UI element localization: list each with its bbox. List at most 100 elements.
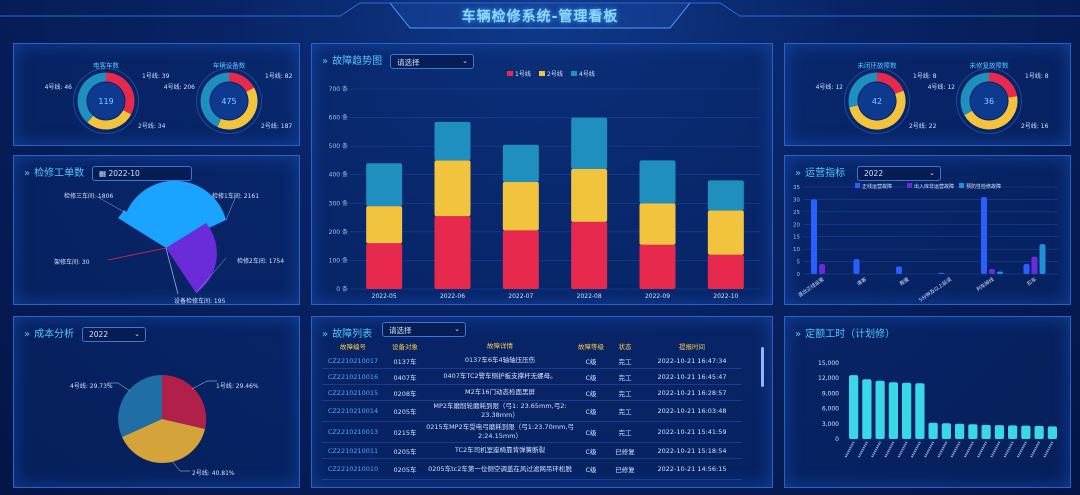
table-cell: 0407车TC2警车侧护板支撑杆无螺母。 [443, 372, 557, 380]
ops-bar [938, 272, 945, 274]
table-row[interactable]: CZ2210210017 0137车 0137车6车4轴轴压压伤 C级 完工 2022-1… [322, 353, 742, 369]
unrepaired-donut-title: 未修复故障数 [970, 61, 1010, 70]
vehicle-count-panel: 119 电客车数 1号线: 39 2号线: 34 4号线: 46 475 车辆设备数 1号线:… [13, 43, 300, 146]
table-cell: 2022-10-21 14:56:15 [657, 465, 727, 473]
table-cell: C级 [585, 429, 597, 437]
pie-label-line4: 4号线: 29.73% [70, 383, 113, 390]
trend-select[interactable]: 请选择 ⌄ [390, 54, 474, 69]
table-cell[interactable]: CZ2210210014 [327, 407, 379, 415]
table-cell[interactable]: CZ2210210015 [327, 388, 379, 397]
hours-xtick-label [871, 441, 882, 458]
table-cell: 0407车 [393, 373, 417, 382]
fault-list-select-value: 请选择 [389, 326, 412, 335]
table-cell: C级 [585, 357, 597, 366]
table-cell: 0215车MP2车受电弓磨耗到限（弓1:23.70mm,弓2:24.15mm） [426, 423, 574, 440]
table-row[interactable]: CZ2210210010 0205车 0205车tc2车第一位侧空调盖在风过滤网吊环… [322, 459, 742, 480]
hours-xtick-label [1003, 441, 1014, 458]
table-row[interactable]: CZ2210210016 0407车 0407车TC2警车侧护板支撑杆无螺母。 C级 完… [322, 369, 742, 385]
trend-xtick: 2022-07 [508, 293, 533, 300]
ops-ytick: 10 [793, 247, 800, 253]
table-cell: MP2车磨削轮磨耗到限（弓1: 23.65mm,弓2: 23.38mm） [433, 402, 567, 419]
hours-ytick: 3,000 [822, 421, 839, 428]
legend-swatch [507, 71, 513, 76]
table-cell[interactable]: CZ2210210010 [327, 465, 379, 473]
hours-bar [1047, 426, 1057, 439]
open-donut-slice-2 [848, 72, 878, 108]
table-cell[interactable]: CZ2210210013 [327, 428, 379, 436]
rose-slice-equipment [165, 247, 179, 295]
device-donut-label-line4: 4号线: 206 [164, 83, 195, 91]
ops-xtick: 5分钟及以上延误 [918, 276, 953, 304]
rose-label-workshop1: 检修1车间: 2161 [212, 193, 260, 200]
vehicle-donut-slice-2 [77, 72, 107, 123]
ops-bar [981, 196, 987, 274]
hours-bar [915, 383, 925, 439]
hours-bar [888, 382, 898, 439]
scrollbar[interactable] [761, 347, 764, 387]
open-donut-label-line4: 4号线: 12 [816, 83, 844, 91]
trend-ytick: 500 条 [329, 142, 348, 150]
hours-bar [968, 424, 978, 439]
vehicle-donuts: 119 电客车数 1号线: 39 2号线: 34 4号线: 46 475 车辆设备数 1号线:… [45, 61, 293, 134]
ops-legend-label: 出入库非运营故障 [914, 183, 954, 190]
hours-ytick: 6,000 [822, 406, 839, 413]
ops-bar [811, 199, 817, 274]
unrepaired-donut-slice-2 [960, 72, 990, 116]
hours-xtick-label [950, 441, 961, 458]
ops-bar [819, 264, 825, 274]
open-donut-ring [844, 68, 910, 134]
fault-list-select[interactable]: 请选择 ⌄ [382, 322, 466, 337]
ops-xtick: 扣车 [1026, 276, 1038, 287]
hours-xtick-label [990, 441, 1001, 458]
trend-select-value: 请选择 [397, 58, 420, 67]
pie-slice-line1 [162, 374, 207, 429]
legend-swatch [571, 71, 577, 76]
ops-ytick: 15 [793, 235, 800, 241]
trend-bar [639, 203, 676, 245]
unrepaired-donut-label-line2: 2号线: 16 [1021, 122, 1049, 130]
table-row[interactable]: CZ2210210015 0208车 M2车16门动态检面黑屏 C级 完工 2022-10… [322, 385, 742, 401]
trend-bar [639, 160, 676, 204]
vehicle-donut-slice-1 [87, 109, 132, 130]
ops-ytick: 30 [793, 197, 800, 203]
vehicle-donut-ring [73, 68, 139, 134]
hours-xtick-label [1016, 441, 1027, 458]
rose-slice-workshop3 [118, 210, 166, 248]
col-device: 设备对象 [392, 343, 418, 351]
ops-legend-label: 预防性检修故障 [966, 183, 1001, 190]
repair-date-picker[interactable]: ▦ 2022-10 [92, 166, 192, 181]
table-row[interactable]: CZ2210210011 0205车 TC2车司机室座椅靠背弹簧断裂 C级 已修复 202… [322, 443, 742, 459]
quota-hours-panel: 定额工时（计划修） 15,000 12,000 9,000 6,000 3,000 0 [784, 316, 1071, 488]
unrepaired-donut-label-line1: 1号线: 8 [1025, 72, 1049, 80]
table-cell[interactable]: CZ2210210011 [327, 446, 379, 455]
open-fault-panel: 42 未闭环故障数 1号线: 8 2号线: 22 4号线: 12 36 未修复故障数 1号线:… [784, 43, 1071, 146]
table-row[interactable]: CZ2210210014 0205车 MP2车磨削轮磨耗到限（弓1: 23.65mm… [322, 401, 742, 422]
legend-swatch [539, 71, 545, 76]
table-cell: 完工 [618, 429, 632, 437]
rose-slice-overhaul [107, 247, 167, 261]
hours-ytick: 9,000 [822, 390, 839, 397]
table-cell[interactable]: CZ2210210016 [327, 372, 379, 381]
table-cell[interactable]: CZ2210210017 [327, 356, 379, 365]
fault-list-title: 故障列表 [322, 325, 372, 340]
ops-year-select[interactable]: 2022 ⌄ [857, 166, 941, 181]
table-cell: 2022-10-21 16:47:34 [657, 356, 727, 365]
col-status: 状态 [618, 343, 632, 351]
cost-year-select[interactable]: 2022 ⌄ [82, 327, 146, 342]
open-donut-title: 未闭环故障数 [858, 61, 898, 70]
open-donut-slice-0 [876, 72, 904, 95]
ops-bar [989, 269, 995, 274]
table-cell: 0137车 [393, 357, 417, 366]
table-cell: 2022-10-21 16:03:48 [657, 407, 727, 415]
rose-label-overhaul: 架修车间: 30 [54, 259, 90, 266]
hours-bar [981, 424, 991, 439]
unrepaired-donut-slice-1 [964, 96, 1018, 130]
vehicle-donut-slice-0 [105, 72, 135, 115]
table-row[interactable]: CZ2210210013 0215车 0215车MP2车受电弓磨耗到限（弓1:23.… [322, 422, 742, 443]
hours-xtick-label [857, 441, 868, 458]
ops-bar [997, 271, 1003, 274]
table-cell: 0205车 [393, 466, 417, 474]
header: 车辆检修系统-管理看板 [0, 0, 1080, 34]
cost-analysis-title: 成本分析 [24, 325, 74, 340]
trend-bar [366, 206, 403, 244]
